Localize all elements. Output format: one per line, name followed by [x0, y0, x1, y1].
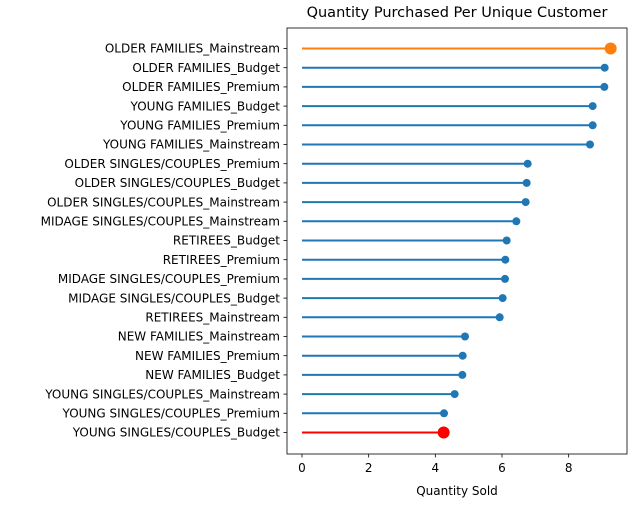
y-tick-label: RETIREES_Premium	[163, 253, 280, 267]
lollipop-dot	[458, 351, 467, 360]
lollipop-dot	[501, 274, 509, 283]
lollipop-dot	[495, 313, 504, 322]
lollipop-dot	[512, 217, 521, 226]
y-tick-label: YOUNG FAMILIES_Mainstream	[102, 138, 280, 152]
lollipop-dot	[461, 332, 469, 341]
lollipop-dot	[588, 121, 597, 130]
y-tick-label: YOUNG FAMILIES_Premium	[119, 119, 280, 133]
y-tick-label: OLDER SINGLES/COUPLES_Mainstream	[47, 195, 280, 209]
chart-title: Quantity Purchased Per Unique Customer	[307, 5, 608, 21]
lollipop-dot	[458, 370, 467, 379]
lollipop-dot	[600, 82, 609, 91]
lollipop-dot	[600, 63, 609, 72]
y-tick-label: NEW FAMILIES_Mainstream	[118, 330, 280, 344]
x-tick-label: 0	[298, 461, 306, 475]
y-tick-label: YOUNG SINGLES/COUPLES_Mainstream	[44, 387, 280, 401]
lollipop-dot	[586, 140, 594, 149]
lollipop-dot	[502, 236, 511, 245]
y-tick-label: OLDER FAMILIES_Mainstream	[105, 42, 280, 56]
x-axis-label: Quantity Sold	[416, 484, 498, 498]
lollipop-dots	[437, 42, 617, 439]
lollipop-dot	[521, 198, 530, 207]
y-tick-label: OLDER FAMILIES_Premium	[122, 80, 280, 94]
lollipop-dot	[450, 390, 459, 399]
plot-frame	[286, 27, 628, 455]
x-tick-label: 6	[498, 461, 506, 475]
lollipop-dot	[437, 426, 450, 439]
x-tick-label: 4	[432, 461, 440, 475]
lollipop-dot	[440, 409, 448, 418]
lollipop-stems	[302, 47, 611, 434]
lollipop-dot	[498, 294, 507, 303]
y-tick-label: OLDER SINGLES/COUPLES_Premium	[64, 157, 280, 171]
y-tick-label: NEW FAMILIES_Premium	[135, 349, 280, 363]
y-tick-labels: OLDER FAMILIES_Mainstream OLDER FAMILIES_…	[41, 42, 287, 440]
x-axis-ticks: 0 2 4 6 8	[298, 454, 572, 475]
y-tick-label: YOUNG FAMILIES_Budget	[130, 99, 281, 113]
y-tick-label: YOUNG SINGLES/COUPLES_Premium	[62, 407, 280, 421]
x-tick-label: 2	[365, 461, 373, 475]
y-tick-label: RETIREES_Mainstream	[145, 311, 280, 325]
lollipop-dot	[501, 255, 510, 264]
x-tick-label: 8	[565, 461, 573, 475]
y-tick-label: NEW FAMILIES_Budget	[145, 368, 280, 382]
lollipop-dot	[604, 42, 617, 55]
y-tick-label: RETIREES_Budget	[173, 234, 280, 248]
y-tick-label: YOUNG SINGLES/COUPLES_Budget	[72, 426, 281, 440]
lollipop-dot	[588, 102, 597, 111]
y-tick-label: MIDAGE SINGLES/COUPLES_Premium	[58, 272, 280, 286]
lollipop-dot	[523, 159, 532, 168]
y-tick-label: MIDAGE SINGLES/COUPLES_Mainstream	[41, 215, 280, 229]
y-tick-label: OLDER FAMILIES_Budget	[132, 61, 280, 75]
y-tick-label: OLDER SINGLES/COUPLES_Budget	[75, 176, 281, 190]
lollipop-dot	[522, 178, 531, 187]
y-tick-label: MIDAGE SINGLES/COUPLES_Budget	[68, 291, 280, 305]
